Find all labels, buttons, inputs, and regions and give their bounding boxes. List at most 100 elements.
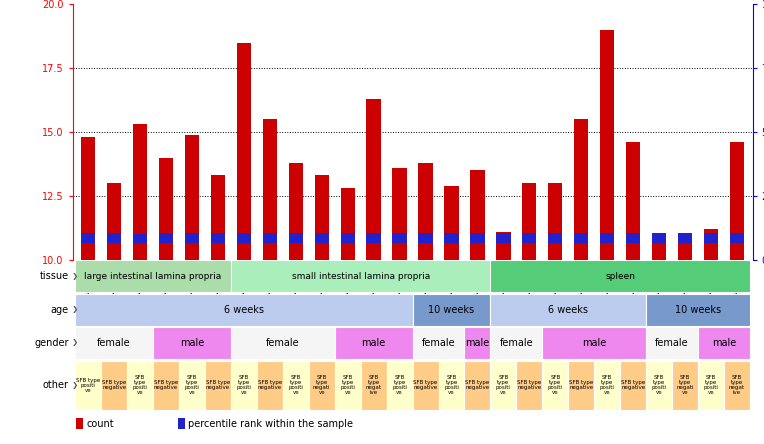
Text: SFB
type
negat
ive: SFB type negat ive — [729, 375, 745, 395]
Text: large intestinal lamina propria: large intestinal lamina propria — [84, 272, 222, 281]
Bar — [211, 233, 225, 243]
Bar — [419, 163, 432, 260]
Bar — [81, 137, 96, 260]
Bar — [75, 361, 101, 410]
Bar — [367, 233, 380, 243]
Text: SFB type
negative: SFB type negative — [621, 380, 646, 390]
Text: SFB
type
positi
ve: SFB type positi ve — [444, 375, 459, 395]
Bar — [309, 361, 335, 410]
Text: SFB
type
positi
ve: SFB type positi ve — [133, 375, 147, 395]
Text: SFB
type
positi
ve: SFB type positi ve — [496, 375, 511, 395]
Text: ❯: ❯ — [70, 340, 79, 346]
Text: SFB type
positi
ve: SFB type positi ve — [76, 378, 100, 392]
Bar — [153, 327, 231, 359]
Bar — [626, 233, 640, 243]
Text: tissue: tissue — [40, 271, 69, 281]
Bar — [439, 361, 465, 410]
Bar — [231, 361, 257, 410]
Bar — [387, 361, 413, 410]
Bar — [542, 361, 568, 410]
Bar — [315, 175, 329, 260]
Bar — [133, 234, 147, 243]
Text: SFB type
negative: SFB type negative — [569, 380, 594, 390]
Bar — [652, 233, 666, 243]
Bar — [341, 188, 354, 260]
Bar — [574, 119, 588, 260]
Bar — [159, 158, 173, 260]
Bar — [231, 260, 490, 292]
Bar — [600, 233, 614, 243]
Bar — [471, 170, 484, 260]
Bar — [413, 294, 490, 326]
Text: SFB
type
positi
ve: SFB type positi ve — [548, 375, 563, 395]
Text: male: male — [361, 338, 386, 348]
Bar — [237, 43, 251, 260]
Text: ❯: ❯ — [70, 306, 79, 313]
Bar — [471, 233, 484, 243]
Bar — [574, 233, 588, 243]
Text: female: female — [656, 338, 689, 348]
Text: 10 weeks: 10 weeks — [675, 305, 721, 315]
Text: SFB type
negative: SFB type negative — [413, 380, 438, 390]
Bar — [179, 361, 205, 410]
Bar — [257, 361, 283, 410]
Text: SFB
type
positi
ve: SFB type positi ve — [185, 375, 199, 395]
Text: SFB
type
negati
ve: SFB type negati ve — [676, 375, 694, 395]
Bar — [75, 294, 413, 326]
Bar — [393, 233, 406, 243]
Bar — [263, 233, 277, 243]
Bar — [413, 327, 465, 359]
Text: ❯: ❯ — [70, 382, 79, 388]
Bar — [646, 294, 750, 326]
Text: female: female — [266, 338, 299, 348]
Text: SFB
type
positi
ve: SFB type positi ve — [340, 375, 355, 395]
Text: male: male — [712, 338, 736, 348]
Bar — [652, 239, 666, 260]
Bar — [205, 361, 231, 410]
Text: SFB type
negative: SFB type negative — [154, 380, 178, 390]
Text: female: female — [422, 338, 455, 348]
Bar — [263, 119, 277, 260]
Bar — [542, 327, 646, 359]
Bar — [211, 175, 225, 260]
Text: small intestinal lamina propria: small intestinal lamina propria — [292, 272, 430, 281]
Bar — [465, 327, 490, 359]
Bar — [600, 30, 614, 260]
Text: male: male — [180, 338, 204, 348]
Bar — [516, 361, 542, 410]
Text: SFB
type
positi
ve: SFB type positi ve — [392, 375, 407, 395]
Bar — [730, 233, 744, 243]
Bar — [490, 327, 542, 359]
Text: SFB type
negative: SFB type negative — [102, 380, 126, 390]
Bar — [81, 233, 96, 243]
Bar — [490, 294, 646, 326]
Bar — [730, 142, 744, 260]
Bar — [548, 233, 562, 243]
Text: other: other — [43, 380, 69, 390]
Text: male: male — [465, 338, 490, 348]
Bar — [490, 260, 750, 292]
Text: SFB
type
positi
ve: SFB type positi ve — [288, 375, 303, 395]
Bar — [107, 233, 121, 243]
Text: SFB
type
positi
ve: SFB type positi ve — [652, 375, 666, 395]
Bar — [361, 361, 387, 410]
Text: SFB
type
negat
ive: SFB type negat ive — [366, 375, 382, 395]
Bar — [178, 419, 185, 429]
Text: percentile rank within the sample: percentile rank within the sample — [188, 419, 353, 429]
Bar — [75, 260, 231, 292]
Bar — [367, 99, 380, 260]
Bar — [153, 361, 179, 410]
Bar — [445, 186, 458, 260]
Text: 6 weeks: 6 weeks — [224, 305, 264, 315]
Bar — [626, 142, 640, 260]
Bar — [335, 327, 413, 359]
Text: SFB
type
positi
ve: SFB type positi ve — [600, 375, 615, 395]
Text: female: female — [97, 338, 131, 348]
Bar — [724, 361, 750, 410]
Bar — [678, 233, 692, 243]
Text: SFB type
negative: SFB type negative — [206, 380, 230, 390]
Bar — [698, 361, 724, 410]
Bar — [568, 361, 594, 410]
Bar — [698, 327, 750, 359]
Bar — [185, 135, 199, 260]
